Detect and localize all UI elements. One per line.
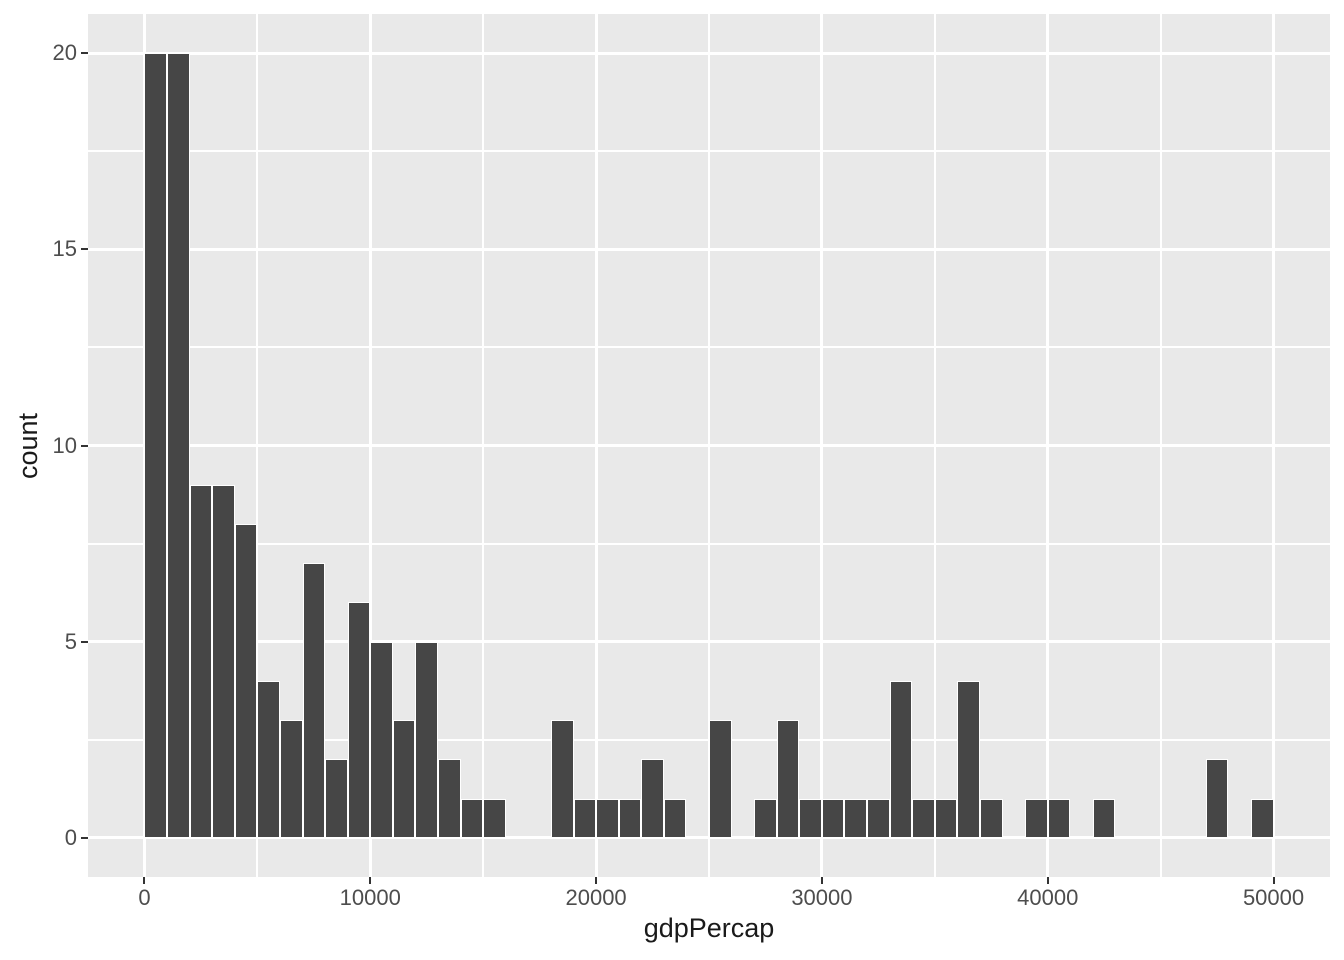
x-tick-mark [1046,877,1049,884]
histogram-bar [1025,798,1048,838]
y-tick-label: 5 [64,628,77,654]
histogram-bar [641,759,664,838]
histogram-bar [867,798,890,838]
histogram-bar [573,798,597,838]
histogram-bar [550,720,574,838]
x-tick-mark [1272,877,1275,884]
histogram-bar [370,641,393,838]
y-tick-label: 15 [52,236,77,262]
x-tick-label: 30000 [791,885,853,910]
histogram-bar [302,563,326,838]
x-tick-mark [369,877,372,884]
y-tick-mark [81,444,88,447]
y-tick-mark [81,836,88,839]
x-tick-mark [143,877,146,884]
histogram-bar [212,484,235,838]
x-tick-label: 40000 [1017,885,1079,910]
x-axis-title: gdpPercap [643,913,775,943]
histogram-bar [709,720,732,838]
y-tick-mark [81,52,88,55]
x-tick-mark [595,877,598,884]
histogram-bar [889,680,913,838]
histogram-bar [325,759,348,838]
histogram-bar [1205,759,1229,838]
histogram-bar [957,680,980,838]
histogram-bar [912,798,935,838]
y-gridline-major [88,247,1330,251]
histogram-bar [438,759,461,838]
histogram-bar [979,798,1003,838]
histogram-bar [347,602,371,838]
y-gridline-major [88,836,1330,840]
histogram-bar [934,798,958,838]
histogram-bar [799,798,822,838]
histogram-bar [189,484,213,838]
histogram-bar [776,720,800,838]
histogram-bar [483,798,506,838]
y-tick-label: 20 [52,40,77,66]
histogram-bar [279,720,303,838]
histogram-bar [1047,798,1071,838]
y-tick-label: 0 [64,824,77,850]
histogram-bar [167,53,190,838]
histogram-bar [257,680,280,838]
x-tick-label: 0 [138,885,151,910]
x-tick-label: 20000 [565,885,627,910]
histogram-bar [754,798,777,838]
y-gridline-minor [88,542,1330,545]
histogram-bar [596,798,619,838]
y-gridline-minor [88,150,1330,153]
histogram-bar [1250,798,1274,838]
histogram-bar [392,720,416,838]
y-gridline-major [88,444,1330,447]
y-tick-mark [81,248,88,251]
x-tick-label: 50000 [1242,885,1305,910]
histogram-bar [1092,798,1116,838]
histogram-bar [415,641,438,838]
y-tick-label: 10 [52,432,77,458]
y-tick-mark [81,640,88,643]
histogram-bar [844,798,868,838]
histogram-bar [821,798,845,838]
y-gridline-major [88,51,1330,55]
histogram-bar [618,798,642,838]
y-axis-title: count [13,412,43,480]
x-tick-label: 10000 [339,885,401,910]
histogram-bar [663,798,687,838]
plot-panel [88,14,1330,877]
histogram-bar [460,798,484,838]
y-gridline-minor [88,346,1330,349]
histogram-bar [234,523,258,838]
x-tick-mark [820,877,823,884]
histogram-bar [144,53,168,838]
y-gridline-major [88,640,1330,644]
